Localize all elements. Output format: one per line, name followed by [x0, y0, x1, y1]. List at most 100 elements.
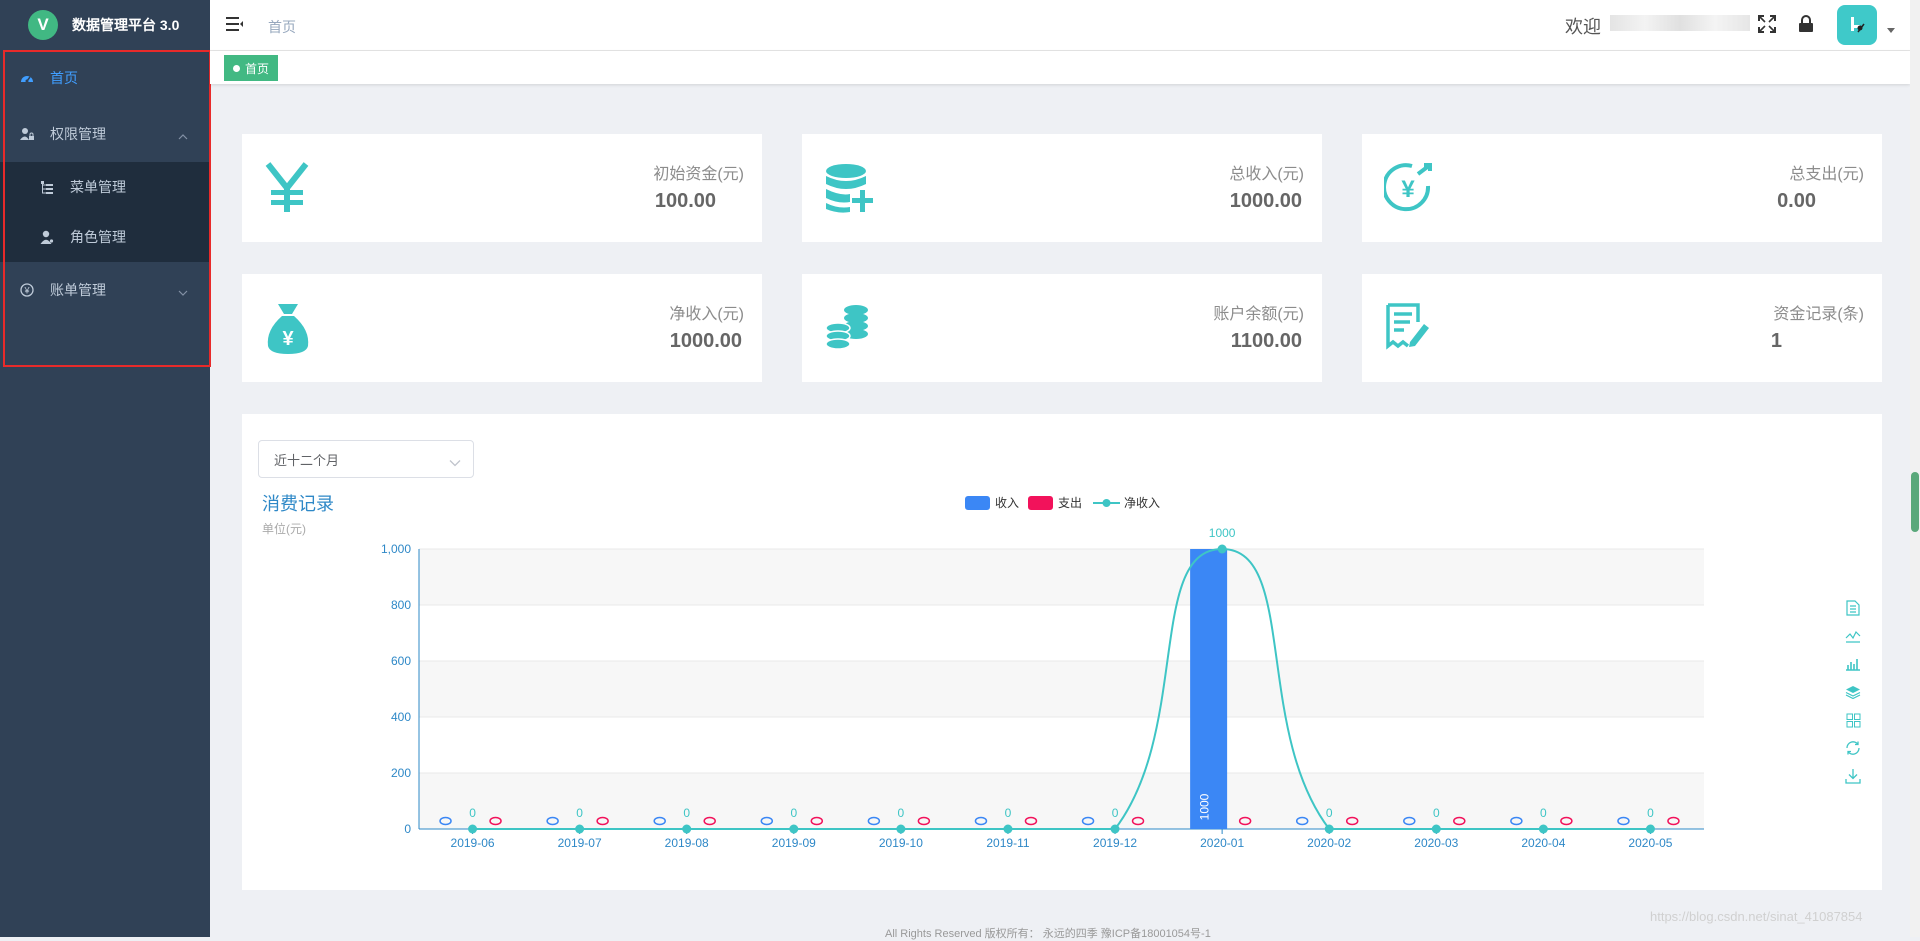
bar-switch-icon[interactable] [1842, 650, 1864, 678]
y-tick-label: 0 [404, 822, 411, 836]
bar-expense [1667, 816, 1680, 826]
bar-expense [1024, 816, 1038, 826]
stat-label: 初始资金(元) [653, 166, 744, 183]
bar-income-label: 1000 [1198, 793, 1212, 820]
line-point-label: 0 [1112, 806, 1119, 820]
coin-stack-plus-icon [824, 162, 876, 219]
line-point-net-income [1110, 824, 1120, 834]
bar-income [546, 816, 559, 826]
stat-card-total-expense: ¥ 总支出(元) 0.00 [1362, 134, 1882, 242]
bar-income [1295, 816, 1309, 826]
line-point-net-income [575, 824, 585, 834]
tag-home[interactable]: 首页 [224, 55, 279, 81]
bar-income [867, 816, 881, 826]
stat-label: 净收入(元) [669, 306, 744, 323]
receipt-icon [1384, 302, 1432, 355]
sidebar-item-home[interactable]: 首页 [0, 50, 210, 106]
save-image-icon[interactable] [1842, 762, 1864, 790]
stat-value: 1100.00 [1230, 330, 1302, 352]
app-logo[interactable]: V 数据管理平台 3.0 [0, 0, 210, 50]
x-tick-label: 2019-06 [451, 836, 495, 850]
line-point-label: 0 [1005, 806, 1012, 820]
tag-label: 首页 [245, 61, 270, 76]
line-point-net-income [789, 824, 799, 834]
user-lock-icon [20, 127, 34, 141]
scrollbar-thumb[interactable] [1911, 472, 1919, 532]
sidebar-item-label: 首页 [50, 70, 78, 86]
y-tick-label: 1,000 [381, 542, 411, 556]
bar-income [1190, 549, 1228, 829]
user-icon [40, 230, 54, 244]
svg-text:¥: ¥ [282, 328, 294, 350]
lock-icon[interactable] [1797, 15, 1815, 38]
chart-subtitle: 单位(元) [262, 522, 306, 536]
bar-income [1081, 816, 1095, 826]
sidebar-item-billing[interactable]: ¥ 账单管理 [0, 262, 210, 318]
chevron-down-icon [178, 284, 188, 300]
line-point-label: 1000 [1209, 526, 1236, 540]
y-tick-label: 800 [391, 598, 411, 612]
legend-item-income[interactable]: 收入 [965, 494, 1019, 511]
sidebar-item-label: 菜单管理 [70, 179, 126, 195]
footer-copyright: All Rights Reserved 版权所有： 永远的四季 豫ICP备180… [885, 928, 1211, 940]
line-point-label: 0 [1647, 806, 1654, 820]
sidebar-item-permissions[interactable]: 权限管理 [0, 106, 210, 162]
line-point-label: 0 [1433, 806, 1440, 820]
active-dot-icon [233, 64, 240, 72]
coins-icon [824, 302, 872, 355]
sidebar-item-role-management[interactable]: 角色管理 [0, 212, 210, 262]
line-point-label: 0 [790, 806, 797, 820]
line-point-net-income [1645, 824, 1655, 834]
bar-expense [703, 816, 716, 826]
yen-icon [264, 162, 310, 219]
grid-band [419, 773, 1704, 829]
stat-value: 100.00 [654, 190, 716, 212]
bar-expense [1453, 816, 1466, 826]
stat-value: 1000.00 [1229, 190, 1302, 212]
user-dropdown-caret-icon[interactable] [1887, 28, 1895, 33]
legend-swatch [965, 495, 990, 510]
restore-icon[interactable] [1842, 734, 1864, 762]
page-scrollbar[interactable] [1910, 0, 1920, 937]
stack-icon[interactable] [1842, 678, 1864, 706]
legend-item-net-income[interactable]: 净收入 [1093, 494, 1160, 511]
stat-value: 1 [1770, 330, 1782, 352]
bar-expense [1131, 816, 1145, 826]
line-point-net-income [682, 824, 692, 834]
line-point-net-income [1217, 544, 1227, 554]
grid-band [419, 661, 1704, 717]
svg-text:¥: ¥ [1401, 176, 1415, 203]
hamburger-icon[interactable] [226, 16, 244, 37]
line-point-label: 0 [683, 806, 690, 820]
app-title: 数据管理平台 3.0 [72, 17, 180, 33]
bar-income [1403, 816, 1416, 826]
svg-text:¥: ¥ [23, 285, 30, 295]
period-select[interactable]: 近十二个月 [258, 440, 474, 478]
bar-expense [1345, 816, 1359, 826]
stat-value: 0.00 [1777, 190, 1816, 212]
chart-panel: 近十二个月 消费记录 单位(元) 收入 支出 净收入 0 200 400 600 800… [242, 414, 1882, 890]
x-tick-label: 2020-01 [1200, 836, 1244, 850]
bar-expense [596, 816, 609, 826]
line-point-net-income [896, 824, 906, 834]
x-tick-label: 2020-05 [1628, 836, 1672, 850]
data-view-icon[interactable] [1842, 594, 1864, 622]
sidebar-item-menu-management[interactable]: 菜单管理 [0, 162, 210, 212]
series-line-net-income [472, 547, 1651, 830]
sidebar-item-label: 角色管理 [70, 229, 126, 245]
bar-income [974, 816, 988, 826]
legend-item-expense[interactable]: 支出 [1028, 494, 1082, 511]
stat-label: 账户余额(元) [1213, 306, 1304, 323]
coin-icon: ¥ [20, 283, 34, 297]
stat-card-net-income: ¥ 净收入(元) 1000.00 [242, 274, 762, 382]
avatar[interactable] [1837, 5, 1877, 45]
avatar-icon [1851, 17, 1865, 33]
x-tick-label: 2020-04 [1521, 836, 1565, 850]
tiled-icon[interactable] [1842, 706, 1864, 734]
line-point-label: 0 [576, 806, 583, 820]
stat-value: 1000.00 [669, 330, 742, 352]
line-switch-icon[interactable] [1842, 622, 1864, 650]
line-point-net-income [468, 824, 478, 834]
x-tick-label: 2019-11 [986, 836, 1029, 850]
fullscreen-icon[interactable] [1758, 15, 1776, 38]
